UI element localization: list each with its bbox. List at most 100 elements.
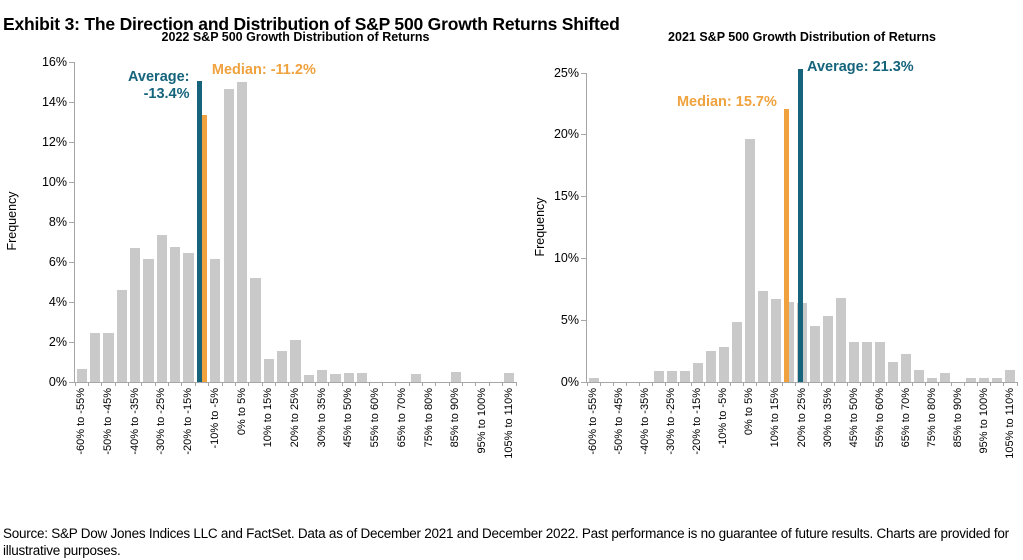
x-axis-category-label: -40% to -35%	[639, 388, 652, 455]
x-axis-tick	[821, 382, 823, 386]
x-axis-tick	[288, 382, 290, 386]
x-axis-category-label: -60% to -55%	[75, 388, 88, 455]
histogram-bar	[343, 373, 355, 382]
average-marker-bar	[196, 81, 202, 382]
histogram-bar	[705, 351, 716, 382]
histogram-bar	[129, 248, 141, 382]
histogram-bar	[679, 370, 690, 382]
histogram-bar	[103, 333, 114, 382]
x-axis-category-label: 85% to 90%	[951, 388, 964, 448]
x-axis-category-label: 65% to 70%	[395, 388, 408, 448]
x-axis-tick	[181, 382, 183, 386]
x-axis-tick	[1003, 382, 1005, 386]
x-axis-tick	[475, 382, 477, 386]
x-axis-tick	[794, 382, 796, 386]
x-axis-category-label: -60% to -55%	[587, 388, 599, 455]
x-axis-tick	[368, 382, 370, 386]
histogram-bar	[966, 377, 977, 382]
x-axis-tick	[355, 382, 357, 386]
x-axis-tick	[408, 382, 410, 386]
x-axis-category-label: 45% to 50%	[342, 388, 355, 448]
y-axis-tick-label: 10%	[553, 250, 579, 265]
histogram-bar	[250, 278, 261, 382]
x-axis-tick	[873, 382, 875, 386]
x-axis-tick	[638, 382, 640, 386]
histogram-bar	[888, 362, 899, 382]
x-axis-tick	[938, 382, 940, 386]
histogram-bar	[692, 362, 703, 382]
x-axis-tick	[755, 382, 757, 386]
x-axis-tick	[703, 382, 705, 386]
average-annotation: Average: 21.3%	[807, 59, 914, 75]
x-axis-category-label: 105% to 110%	[502, 388, 515, 459]
chart-title-2021: 2021 S&P 500 Growth Distribution of Retu…	[668, 30, 936, 44]
histogram-bar	[862, 342, 873, 382]
page-title: Exhibit 3: The Direction and Distributio…	[3, 13, 620, 34]
histogram-bar	[823, 316, 834, 382]
x-axis-tick	[515, 382, 517, 386]
histogram-bar	[940, 373, 951, 382]
x-axis-category-label: 95% to 100%	[977, 388, 990, 454]
x-axis-category-label: 30% to 35%	[821, 388, 834, 448]
footer-text: Source: S&P Dow Jones Indices LLC and Fa…	[3, 525, 1009, 559]
x-axis-category-label: 0% to 5%	[743, 388, 756, 436]
histogram-bar	[236, 82, 248, 382]
x-axis-tick	[1016, 382, 1018, 386]
x-axis-tick	[462, 382, 464, 386]
x-axis-tick	[925, 382, 927, 386]
x-axis-category-label: 85% to 90%	[449, 388, 462, 448]
histogram-bar	[116, 290, 127, 382]
histogram-bar	[927, 377, 938, 382]
histogram-bar	[183, 253, 194, 382]
y-axis-line	[74, 62, 75, 382]
histogram-bar	[849, 342, 860, 382]
x-axis-tick	[664, 382, 666, 386]
x-axis-tick	[586, 382, 588, 386]
x-axis-category-label: 95% to 100%	[476, 388, 489, 454]
x-axis-tick	[488, 382, 490, 386]
x-axis-tick	[781, 382, 783, 386]
x-axis-category-label: -20% to -15%	[691, 388, 704, 455]
x-axis-tick	[194, 382, 196, 386]
x-axis-tick	[421, 382, 423, 386]
x-axis-category-label: -10% to -5%	[717, 388, 730, 449]
x-axis-category-label: 75% to 80%	[925, 388, 938, 448]
x-axis-tick	[341, 382, 343, 386]
histogram-bar	[263, 359, 274, 382]
x-axis-tick	[716, 382, 718, 386]
y-axis-tick	[69, 61, 74, 63]
x-axis-tick	[315, 382, 317, 386]
x-axis-tick	[114, 382, 116, 386]
histogram-bar	[653, 370, 664, 382]
x-axis-tick	[768, 382, 770, 386]
x-axis-tick	[208, 382, 210, 386]
y-axis-tick-label: 2%	[48, 334, 67, 349]
y-axis-tick-label: 25%	[553, 65, 579, 80]
histogram-bar	[836, 297, 847, 382]
y-axis-title: Frequency	[5, 191, 19, 251]
y-axis-tick-label: 4%	[48, 294, 67, 309]
y-axis-tick	[69, 141, 74, 143]
histogram-bar	[450, 372, 462, 382]
y-axis-tick	[581, 196, 586, 198]
chart-title-2022: 2022 S&P 500 Growth Distribution of Retu…	[161, 30, 430, 44]
x-axis-category-label: -40% to -35%	[128, 388, 141, 455]
x-axis-tick	[899, 382, 901, 386]
y-axis-tick-label: 5%	[560, 312, 579, 327]
x-axis-category-label: 0% to 5%	[235, 388, 248, 436]
y-axis-tick	[69, 301, 74, 303]
y-axis-tick-label: 0%	[48, 374, 67, 389]
x-axis-tick	[847, 382, 849, 386]
y-axis-tick-label: 12%	[41, 134, 67, 149]
x-axis-category-label: 45% to 50%	[847, 388, 860, 448]
y-axis-tick-label: 20%	[553, 127, 579, 142]
x-axis-tick	[154, 382, 156, 386]
y-axis-tick-label: 14%	[41, 94, 67, 109]
x-axis-tick	[625, 382, 627, 386]
x-axis-category-label: 30% to 35%	[315, 388, 328, 448]
y-axis-tick-label: 8%	[48, 214, 67, 229]
histogram-bar	[744, 138, 755, 382]
x-axis-tick	[74, 382, 76, 386]
x-axis-category-label: 10% to 15%	[262, 388, 275, 448]
